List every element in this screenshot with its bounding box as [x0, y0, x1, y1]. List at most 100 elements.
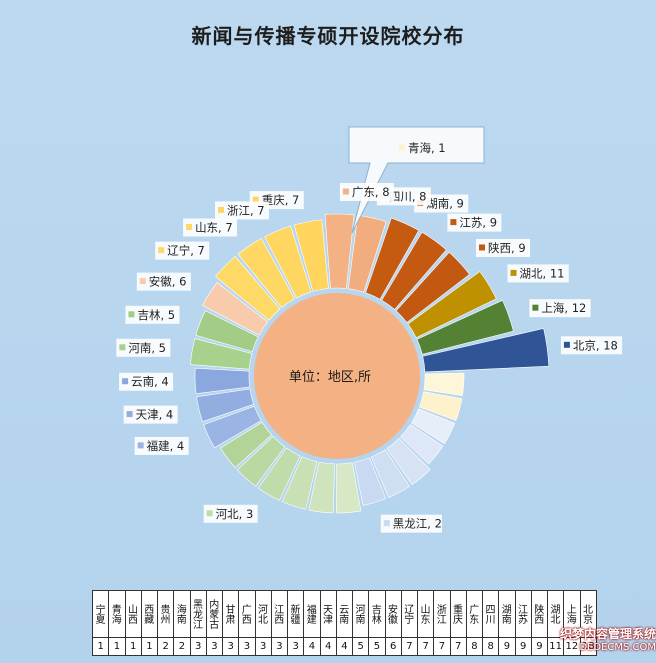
data-label-bg-河南 — [116, 338, 171, 357]
data-label-湖北: 湖北, 11 — [520, 266, 565, 280]
slice-海南 — [370, 449, 410, 498]
table-name-text: 内蒙古 — [206, 599, 218, 629]
table-cell-name: 辽宁 — [400, 590, 419, 638]
table-cell-value: 3 — [254, 637, 272, 656]
table-cell-value: 2 — [156, 637, 175, 656]
slice-广东 — [324, 213, 355, 289]
table-cell-name: 河南 — [351, 590, 370, 638]
data-label-福建: 福建, 4 — [147, 439, 185, 453]
data-label-swatch-北京 — [563, 341, 570, 348]
data-label-swatch-河北 — [206, 510, 213, 517]
data-label-bg-陕西 — [476, 238, 531, 257]
data-label-四川: 四川, 8 — [389, 189, 427, 203]
slice-西藏 — [400, 424, 444, 465]
slice-吉林 — [195, 310, 259, 353]
table-name-text: 上海 — [564, 604, 576, 624]
table-cell-name: 海南 — [173, 590, 191, 638]
table-name-text: 湖南 — [499, 604, 511, 624]
slice-山西 — [411, 408, 456, 445]
data-label-swatch-天津 — [126, 411, 133, 418]
center-circle — [254, 293, 420, 459]
data-label-swatch-吉林 — [128, 311, 135, 318]
data-label-bg-天津 — [123, 405, 178, 424]
slice-山东 — [237, 237, 296, 309]
data-label-吉林: 吉林, 5 — [137, 308, 175, 322]
slice-北京 — [422, 328, 550, 373]
data-label-天津: 天津, 4 — [136, 408, 174, 422]
slice-陕西 — [395, 251, 470, 323]
data-label-bg-上海 — [529, 299, 591, 318]
table-name-text: 四川 — [483, 604, 494, 624]
data-label-swatch-福建 — [137, 442, 144, 449]
data-label-swatch-陕西 — [479, 244, 486, 251]
data-label-bg-安徽 — [136, 272, 191, 291]
data-label-swatch-黑龙江 — [383, 520, 390, 527]
table-cell-name: 宁夏 — [91, 590, 110, 638]
table-cell-name: 江西 — [270, 590, 289, 638]
data-label-黑龙江: 黑龙江, 2 — [393, 517, 442, 531]
data-label-浙江: 浙江, 7 — [227, 203, 265, 217]
data-table-grid: 宁夏 青海 山西 西藏 贵州 海南 黑龙江 内蒙古 甘肃 广西 河北 江西 新疆 福建 天津 云南 河南 吉林 安徽… — [91, 590, 597, 656]
data-label-bg-广东 — [339, 183, 394, 202]
table-name-text: 贵州 — [158, 604, 169, 624]
table-cell-name: 吉林 — [368, 590, 386, 638]
table-cell-name: 甘肃 — [221, 590, 240, 638]
table-cell-value: 12 — [563, 637, 581, 656]
table-cell-value: 3 — [189, 637, 207, 656]
table-name-text: 黑龙江 — [190, 599, 202, 629]
table-name-text: 吉林 — [369, 604, 381, 624]
table-row-values: 1 1 1 1 2 2 3 3 3 3 3 3 3 4 4 4 5 5 6 7 7 7 7 8 8 9 9 9 11 12 18 — [91, 637, 597, 656]
table-cell-name: 山西 — [124, 590, 142, 638]
slice-河南 — [190, 338, 253, 370]
table-name-text: 湖北 — [548, 604, 559, 624]
data-label-上海: 上海, 12 — [541, 301, 586, 315]
table-cell-name: 新疆 — [286, 590, 305, 638]
data-label-青海: 青海, 1 — [408, 141, 446, 155]
data-label-bg-江苏 — [447, 213, 502, 232]
data-label-北京: 北京, 18 — [573, 338, 618, 352]
table-name-text: 宁夏 — [93, 604, 104, 624]
data-label-广东: 广东, 8 — [352, 185, 390, 199]
slice-福建 — [203, 405, 262, 449]
data-label-辽宁: 辽宁, 7 — [167, 244, 205, 258]
data-label-bg-浙江 — [215, 201, 270, 220]
table-name-text: 云南 — [336, 604, 348, 624]
data-label-bg-辽宁 — [155, 241, 210, 260]
table-cell-value: 8 — [481, 637, 500, 656]
table-cell-value: 5 — [368, 637, 386, 656]
slice-青海 — [418, 391, 463, 422]
data-label-bg-山东 — [183, 218, 238, 237]
table-name-text: 西藏 — [141, 604, 153, 624]
slice-宁夏 — [423, 372, 465, 397]
table-cell-value: 7 — [433, 637, 451, 656]
table-name-text: 海南 — [174, 604, 186, 624]
data-label-swatch-辽宁 — [158, 247, 165, 254]
data-label-河南: 河南, 5 — [128, 341, 166, 355]
table-cell-value: 2 — [173, 637, 191, 656]
data-label-云南: 云南, 4 — [131, 375, 169, 389]
table-cell-value: 3 — [205, 637, 224, 656]
data-label-swatch-安徽 — [139, 278, 146, 285]
table-name-text: 山西 — [125, 604, 137, 624]
table-cell-value: 18 — [579, 637, 597, 656]
slice-天津 — [196, 388, 255, 423]
slice-江苏 — [381, 231, 447, 310]
center-label: 单位：地区,所 — [289, 370, 371, 385]
table-name-text: 甘肃 — [223, 604, 234, 624]
data-label-江苏: 江苏, 9 — [459, 216, 497, 230]
slice-辽宁 — [215, 256, 281, 321]
table-name-text: 浙江 — [434, 604, 446, 624]
table-cell-value: 5 — [351, 637, 370, 656]
chart-title: 新闻与传播专硕开设院校分布 — [191, 24, 465, 48]
table-name-text: 青海 — [109, 604, 121, 624]
data-label-重庆: 重庆, 7 — [262, 193, 300, 207]
data-label-bg-福建 — [134, 436, 189, 455]
slice-甘肃 — [308, 461, 335, 514]
slice-黑龙江 — [353, 457, 387, 506]
watermark: 织梦内容管理系统 DEDECMS.COM — [520, 628, 656, 654]
table-cell-value: 3 — [270, 637, 289, 656]
table-cell-name: 湖南 — [498, 590, 516, 638]
table-name-text: 重庆 — [450, 604, 462, 624]
data-label-swatch-江苏 — [450, 219, 457, 226]
